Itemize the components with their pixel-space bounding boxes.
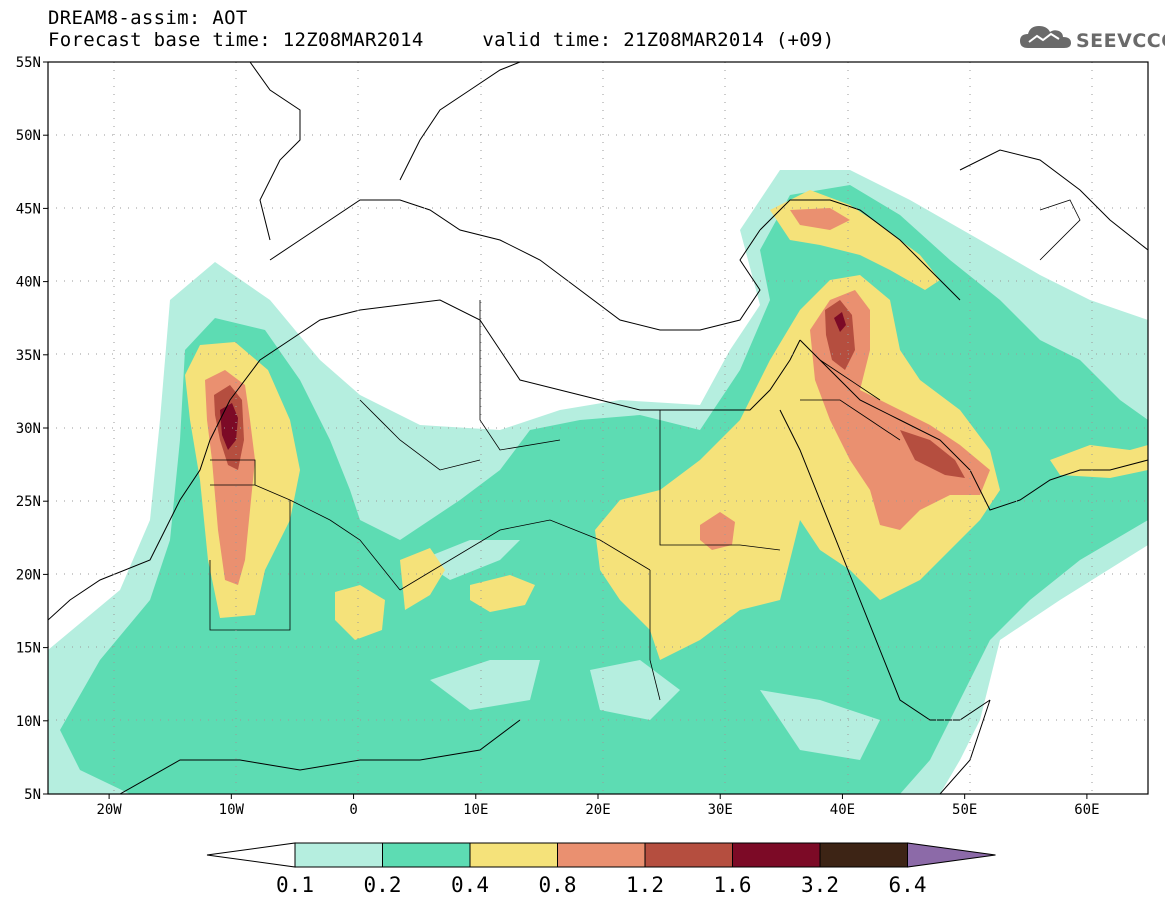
colorbar-swatch xyxy=(469,842,558,868)
lat-tick-label: 55N xyxy=(16,55,41,71)
colorbar-label: 6.4 xyxy=(888,873,927,897)
logo-text: SEEVCCC xyxy=(1076,30,1165,52)
lon-tick-label: 10E xyxy=(463,802,488,818)
lat-tick-label: 30N xyxy=(16,421,41,437)
colorbar-swatch xyxy=(819,842,908,868)
seevccc-logo: SEEVCCC xyxy=(1018,22,1165,58)
colorbar-label: 0.2 xyxy=(363,873,402,897)
colorbar-swatch xyxy=(732,842,821,868)
aot-field xyxy=(48,62,1148,794)
colorbar-swatch xyxy=(557,842,646,868)
forecast-times: Forecast base time: 12Z08MAR2014 valid t… xyxy=(48,29,835,51)
cloud-icon xyxy=(1020,26,1071,48)
colorbar-low-triangle xyxy=(206,842,296,868)
colorbar-swatch xyxy=(294,842,383,868)
lon-tick-label: 50E xyxy=(952,802,977,818)
lat-tick-label: 5N xyxy=(24,787,41,803)
colorbar-swatch xyxy=(382,842,471,868)
lat-tick-label: 15N xyxy=(16,641,41,657)
lon-tick-label: 40E xyxy=(830,802,855,818)
lon-tick-label: 60E xyxy=(1074,802,1099,818)
lon-tick-label: 0 xyxy=(349,802,357,818)
lon-tick-label: 30E xyxy=(708,802,733,818)
lat-tick-label: 50N xyxy=(16,128,41,144)
aot-level-1.6 xyxy=(220,312,846,450)
lat-tick-label: 10N xyxy=(16,714,41,730)
map-title: DREAM8-assim: AOT xyxy=(48,7,248,29)
lat-tick-label: 20N xyxy=(16,567,41,583)
lat-tick-label: 40N xyxy=(16,275,41,291)
lon-tick-label: 20W xyxy=(96,802,122,818)
lat-tick-label: 35N xyxy=(16,348,41,364)
colorbar-swatch xyxy=(644,842,733,868)
colorbar-label: 0.1 xyxy=(276,873,314,897)
lon-tick-label: 10W xyxy=(219,802,245,818)
colorbar-high-triangle xyxy=(907,842,996,868)
colorbar-label: 0.8 xyxy=(538,873,577,897)
lon-tick-label: 20E xyxy=(585,802,610,818)
lat-tick-label: 45N xyxy=(16,201,41,217)
axis-ticks: 55N 50N 45N 40N 35N 30N 25N 20N 15N 10N 5N 20W 10W 0 1… xyxy=(16,55,1100,818)
country-borders xyxy=(209,199,1081,701)
lat-tick-label: 25N xyxy=(16,494,41,510)
colorbar-label: 3.2 xyxy=(801,873,839,897)
colorbar-label: 1.6 xyxy=(713,873,752,897)
colorbar xyxy=(206,842,996,868)
colorbar-label: 0.4 xyxy=(451,873,489,897)
colorbar-label: 1.2 xyxy=(626,873,664,897)
